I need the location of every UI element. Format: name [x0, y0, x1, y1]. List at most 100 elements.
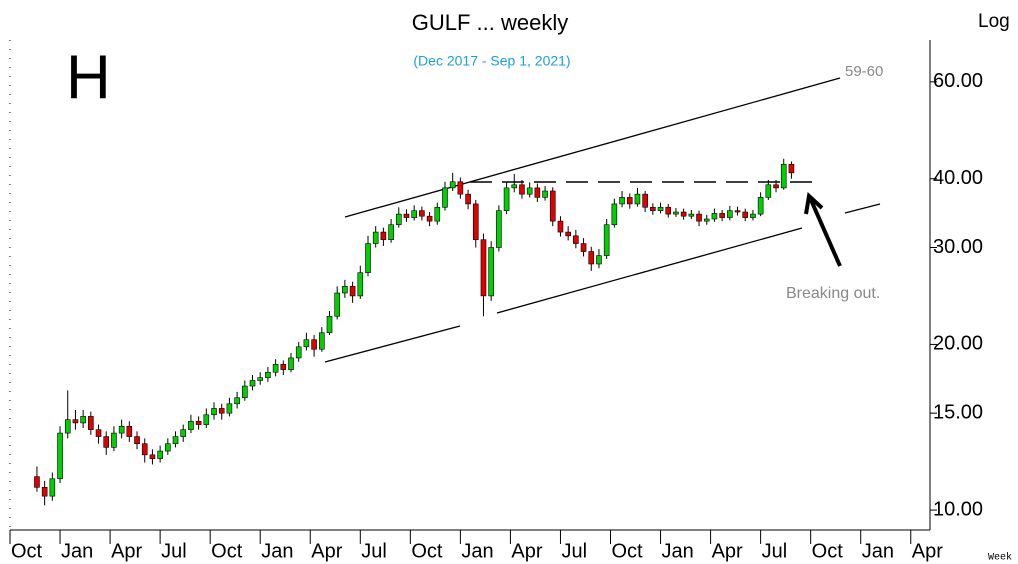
candle-body: [380, 231, 387, 240]
x-tick-label: Oct: [812, 540, 844, 562]
candle-body: [165, 443, 171, 452]
candle-body: [288, 357, 294, 370]
x-tick-label: Apr: [311, 540, 342, 562]
candle-body: [303, 339, 310, 348]
candle-body: [503, 187, 510, 211]
candle-body: [680, 211, 687, 217]
candle-body: [342, 286, 348, 294]
x-tick-label: Jan: [662, 540, 694, 562]
x-tick-label: Oct: [411, 540, 443, 562]
x-tick-label: Oct: [211, 540, 243, 562]
candle-body: [357, 272, 364, 297]
x-tick-label: Jan: [261, 540, 293, 562]
candle-body: [665, 206, 672, 215]
period-label: Week: [988, 552, 1012, 564]
candle-body: [727, 210, 733, 218]
scale-label: Log: [978, 11, 1010, 32]
candle-body: [57, 432, 63, 480]
arrow-shaft: [809, 199, 842, 267]
candle-body: [149, 454, 156, 459]
candle-body: [642, 193, 648, 208]
candle-body: [511, 184, 518, 189]
candle-body: [80, 416, 86, 424]
x-tick-label: Jan: [862, 540, 894, 562]
candle-body: [411, 210, 417, 218]
x-tick-label: Jul: [762, 540, 788, 562]
y-tick-label: 15.00: [933, 401, 983, 423]
candle-body: [318, 332, 325, 350]
candle-body: [519, 184, 525, 195]
candle-body: [588, 251, 595, 265]
candle-body: [388, 224, 394, 240]
candle-body: [242, 385, 248, 399]
y-tick-label: 30.00: [933, 236, 983, 258]
candle-body: [172, 436, 179, 445]
y-tick-label: 20.00: [933, 333, 983, 355]
x-tick-label: Apr: [511, 540, 542, 562]
candle-body: [696, 213, 702, 222]
candle-body: [395, 213, 402, 226]
arrow-head: [804, 192, 824, 215]
candle-body: [195, 420, 202, 425]
x-tick-label: Oct: [11, 540, 43, 562]
candle-body: [111, 432, 117, 448]
candle-body: [434, 206, 441, 222]
candle-body: [218, 408, 225, 414]
candle-body: [673, 211, 679, 215]
x-tick-label: Jul: [361, 540, 387, 562]
candle-body: [549, 190, 556, 222]
y-tick-label: 60.00: [933, 70, 983, 92]
x-tick-label: Jan: [61, 540, 93, 562]
x-tick-label: Jan: [461, 540, 493, 562]
panel-letter: H: [66, 43, 111, 112]
chart-subtitle: (Dec 2017 - Sep 1, 2021): [413, 53, 570, 69]
candle-body: [596, 255, 602, 265]
candle-body: [611, 203, 618, 226]
candle-body: [349, 286, 356, 297]
candle-body: [280, 364, 287, 370]
candle-body: [134, 436, 140, 445]
candle-body: [365, 243, 371, 273]
candle-body: [626, 197, 633, 205]
candle-body: [88, 416, 94, 430]
candle-body: [326, 315, 333, 334]
x-tick-label: Jul: [561, 540, 587, 562]
candle-body: [311, 339, 317, 350]
candle-body: [773, 184, 779, 189]
candle-body: [780, 163, 787, 189]
candle-body: [496, 210, 502, 248]
candle-body: [334, 292, 340, 317]
candle-body: [419, 210, 425, 217]
candle-body: [295, 346, 302, 359]
x-tick-label: Apr: [912, 540, 943, 562]
candle-body: [488, 247, 494, 297]
support-line: [496, 227, 803, 314]
candle-body: [272, 364, 279, 373]
candle-body: [703, 218, 710, 222]
candle-body: [180, 429, 187, 437]
candle-body: [688, 213, 695, 217]
support-extension: [844, 203, 881, 214]
candle-body: [234, 397, 240, 405]
candle-body: [449, 181, 456, 189]
candle-body: [64, 419, 71, 434]
candle-body: [480, 239, 487, 297]
y-tick-label: 40.00: [933, 167, 983, 189]
candle-body: [465, 193, 471, 205]
candle-body: [734, 210, 741, 213]
candle-body: [565, 231, 571, 237]
upper-channel: [344, 77, 841, 218]
candle-body: [95, 429, 102, 437]
x-tick-label: Apr: [111, 540, 142, 562]
candle-body: [72, 419, 79, 424]
candle-body: [573, 235, 579, 244]
candle-body: [41, 486, 48, 497]
candle-body: [711, 213, 718, 220]
candle-body: [442, 187, 448, 208]
target-label: 59-60: [845, 63, 883, 80]
candle-body: [757, 197, 764, 215]
candle-body: [742, 211, 749, 218]
candle-body: [211, 408, 217, 416]
chart-title: GULF ... weekly: [412, 10, 568, 35]
